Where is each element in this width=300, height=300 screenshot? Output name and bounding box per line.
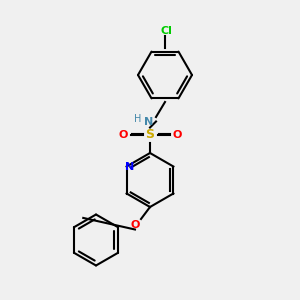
Text: Cl: Cl: [160, 26, 172, 37]
Text: N: N: [125, 161, 134, 172]
Text: N: N: [144, 116, 153, 127]
Text: S: S: [146, 128, 154, 142]
Text: O: O: [118, 130, 128, 140]
Text: O: O: [130, 220, 140, 230]
Text: O: O: [172, 130, 182, 140]
Text: H: H: [134, 113, 142, 124]
